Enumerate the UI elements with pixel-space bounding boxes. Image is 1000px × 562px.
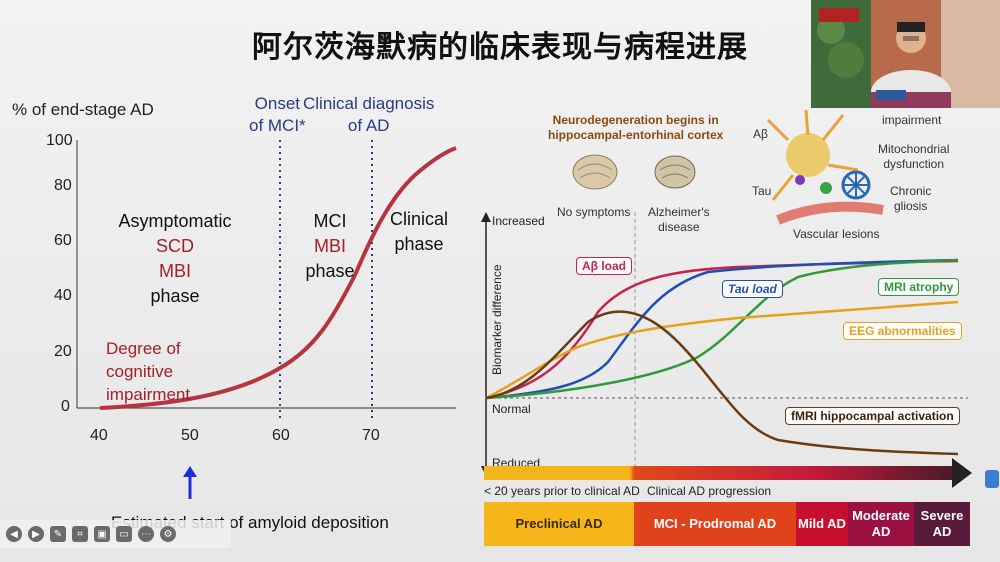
- ytick-20: 20: [54, 343, 72, 360]
- abeta-load-label: Aβ load: [576, 257, 632, 275]
- no-symptoms-label: No symptoms: [557, 205, 631, 219]
- healthy-brain-icon: [572, 154, 618, 190]
- tau-load-label: Tau load: [722, 280, 783, 298]
- mri-curve: [485, 258, 959, 400]
- xtick-40: 40: [90, 427, 108, 444]
- cognitive-impairment-label: Degree of cognitive impairment: [106, 339, 191, 404]
- gliosis-label: Chronic gliosis: [890, 184, 932, 213]
- xtick-50: 50: [181, 427, 199, 444]
- settings-icon[interactable]: ⚙: [160, 526, 176, 542]
- left-chart-plot: [76, 140, 457, 420]
- presentation-controls: ◀ ▶ ✎ ⌗ ▣ ▭ ⋯ ⚙: [0, 520, 231, 548]
- slide-title: 阿尔茨海默病的临床表现与病程进展: [252, 30, 748, 65]
- side-tool-button[interactable]: [985, 470, 999, 488]
- impairment-label: impairment: [882, 113, 942, 127]
- vascular-label: Vascular lesions: [793, 227, 880, 241]
- neurodegeneration-header: Neurodegeneration begins in hippocampal-…: [548, 113, 724, 142]
- mitochondrial-label: Mitochondrial dysfunction: [878, 142, 950, 171]
- scan-icon[interactable]: ⌗: [72, 526, 88, 542]
- mri-atrophy-label: MRI atrophy: [878, 278, 960, 296]
- ad-brain-icon: [654, 155, 696, 189]
- ytick-100: 100: [46, 132, 73, 149]
- pathology-illustration: [766, 110, 884, 225]
- onset-mci-label: Onset of MCI*: [249, 94, 306, 135]
- stage-mci-prodromal: MCI - Prodromal AD: [634, 502, 796, 546]
- more-icon[interactable]: ⋯: [138, 526, 154, 542]
- tau-curve: [485, 258, 959, 400]
- xtick-70: 70: [362, 427, 380, 444]
- ytick-60: 60: [54, 232, 72, 249]
- tau-pathology-label: Tau: [752, 184, 772, 198]
- mci-phase-label: MCI MBI phase: [305, 211, 355, 281]
- xtick-60: 60: [272, 427, 290, 444]
- pen-icon[interactable]: ✎: [50, 526, 66, 542]
- timeline-arrow: [484, 458, 972, 488]
- amyloid-arrow-icon: [183, 466, 197, 499]
- ytick-0: 0: [61, 398, 70, 415]
- clinical-diagnosis-label: Clinical diagnosis of AD: [303, 94, 435, 135]
- increased-label: Increased: [492, 214, 545, 228]
- biomarker-yaxis-label: Biomarker difference: [490, 264, 504, 376]
- camera-icon[interactable]: ▣: [94, 526, 110, 542]
- stage-severe: Severe AD: [914, 502, 970, 546]
- cognitive-impairment-curve: [99, 146, 457, 410]
- stage-preclinical: Preclinical AD: [484, 502, 634, 546]
- timeline-right-label: Clinical AD progression: [647, 484, 772, 498]
- timeline-left-label: < 20 years prior to clinical AD: [484, 484, 640, 498]
- ytick-40: 40: [54, 287, 72, 304]
- eeg-abnormalities-label: EEG abnormalities: [843, 322, 962, 340]
- prev-icon[interactable]: ◀: [6, 526, 22, 542]
- clinical-phase-label: Clinical phase: [389, 209, 449, 254]
- next-icon[interactable]: ▶: [28, 526, 44, 542]
- eeg-curve: [485, 300, 959, 400]
- stage-mild: Mild AD: [796, 502, 848, 546]
- brain-images: [572, 154, 696, 190]
- stage-moderate: Moderate AD: [848, 502, 914, 546]
- abeta-pathology-label: Aβ: [753, 127, 768, 141]
- biomarker-plot: [481, 212, 968, 476]
- asymptomatic-phase-label: Asymptomatic SCD MBI phase: [118, 211, 232, 306]
- alzheimers-disease-label: Alzheimer's disease: [648, 205, 710, 234]
- fmri-curve: [485, 310, 959, 456]
- left-chart-ylabel: % of end-stage AD: [12, 100, 154, 119]
- comment-icon[interactable]: ▭: [116, 526, 132, 542]
- fmri-label: fMRI hippocampal activation: [785, 407, 960, 425]
- normal-label: Normal: [492, 402, 531, 416]
- speaker-video[interactable]: [811, 0, 1000, 108]
- ytick-80: 80: [54, 177, 72, 194]
